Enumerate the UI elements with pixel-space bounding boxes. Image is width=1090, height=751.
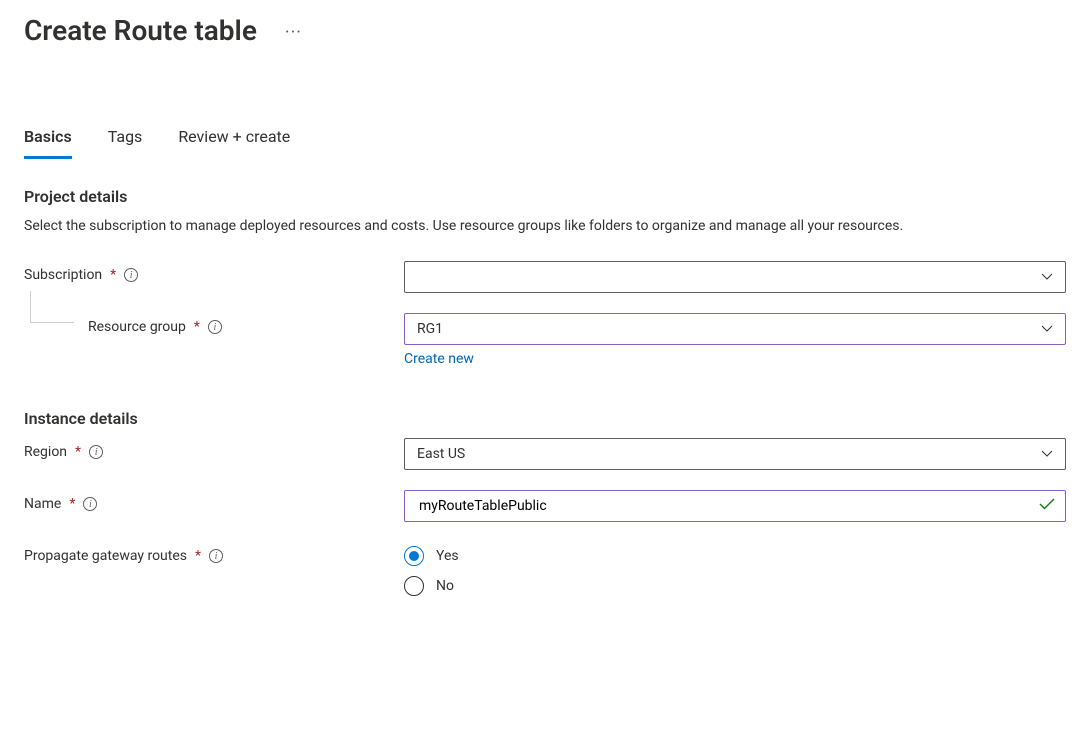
indent-elbow xyxy=(30,291,74,323)
required-indicator: * xyxy=(108,267,118,283)
name-label-col: Name * i xyxy=(24,490,404,512)
info-icon[interactable]: i xyxy=(209,549,223,563)
subscription-label: Subscription xyxy=(24,267,102,283)
subscription-label-col: Subscription * i xyxy=(24,261,404,283)
resource-group-input-col: RG1 Create new xyxy=(404,313,1066,367)
create-route-table-page: Create Route table ··· Basics Tags Revie… xyxy=(0,0,1090,751)
propagate-label: Propagate gateway routes xyxy=(24,548,187,564)
info-icon[interactable]: i xyxy=(89,445,103,459)
resource-group-label-col: Resource group * i xyxy=(24,313,404,335)
title-row: Create Route table ··· xyxy=(24,8,1066,51)
subscription-row: Subscription * i xyxy=(24,261,1066,293)
radio-icon xyxy=(404,576,424,596)
name-input-col xyxy=(404,490,1066,522)
radio-dot xyxy=(409,551,419,561)
create-new-link[interactable]: Create new xyxy=(404,351,474,367)
radio-icon xyxy=(404,546,424,566)
region-row: Region * i East US xyxy=(24,438,1066,470)
page-title: Create Route table xyxy=(24,8,257,51)
resource-group-label: Resource group xyxy=(88,319,186,335)
region-label-col: Region * i xyxy=(24,438,404,460)
required-indicator: * xyxy=(73,444,83,460)
name-input[interactable] xyxy=(417,497,1031,515)
chevron-down-icon xyxy=(1041,325,1053,333)
name-label: Name xyxy=(24,496,61,512)
info-icon[interactable]: i xyxy=(83,497,97,511)
propagate-input-col: Yes No xyxy=(404,542,1066,606)
propagate-radio-yes[interactable]: Yes xyxy=(404,546,1066,566)
subscription-input-col xyxy=(404,261,1066,293)
more-icon[interactable]: ··· xyxy=(285,16,302,43)
resource-group-select[interactable]: RG1 xyxy=(404,313,1066,345)
instance-details-heading: Instance details xyxy=(24,409,1066,428)
check-icon xyxy=(1039,497,1055,515)
project-details-description: Select the subscription to manage deploy… xyxy=(24,216,1024,237)
resource-group-value: RG1 xyxy=(417,321,443,337)
project-details-heading: Project details xyxy=(24,187,1066,206)
tab-tags[interactable]: Tags xyxy=(108,121,143,159)
required-indicator: * xyxy=(67,496,77,512)
tabs: Basics Tags Review + create xyxy=(24,121,1066,159)
propagate-row: Propagate gateway routes * i Yes No xyxy=(24,542,1066,606)
propagate-radio-no[interactable]: No xyxy=(404,576,1066,596)
region-value: East US xyxy=(417,446,465,462)
chevron-down-icon xyxy=(1041,450,1053,458)
region-label: Region xyxy=(24,444,67,460)
propagate-radio-group: Yes No xyxy=(404,542,1066,596)
name-input-wrapper xyxy=(404,490,1066,522)
region-select[interactable]: East US xyxy=(404,438,1066,470)
tab-review-create[interactable]: Review + create xyxy=(178,121,290,159)
region-input-col: East US xyxy=(404,438,1066,470)
propagate-label-col: Propagate gateway routes * i xyxy=(24,542,404,564)
info-icon[interactable]: i xyxy=(124,268,138,282)
tab-basics[interactable]: Basics xyxy=(24,121,72,159)
required-indicator: * xyxy=(193,548,203,564)
subscription-select[interactable] xyxy=(404,261,1066,293)
info-icon[interactable]: i xyxy=(208,320,222,334)
chevron-down-icon xyxy=(1041,273,1053,281)
resource-group-row: Resource group * i RG1 Create new xyxy=(24,313,1066,367)
required-indicator: * xyxy=(192,319,202,335)
name-row: Name * i xyxy=(24,490,1066,522)
propagate-no-label: No xyxy=(436,578,454,594)
propagate-yes-label: Yes xyxy=(436,548,459,564)
